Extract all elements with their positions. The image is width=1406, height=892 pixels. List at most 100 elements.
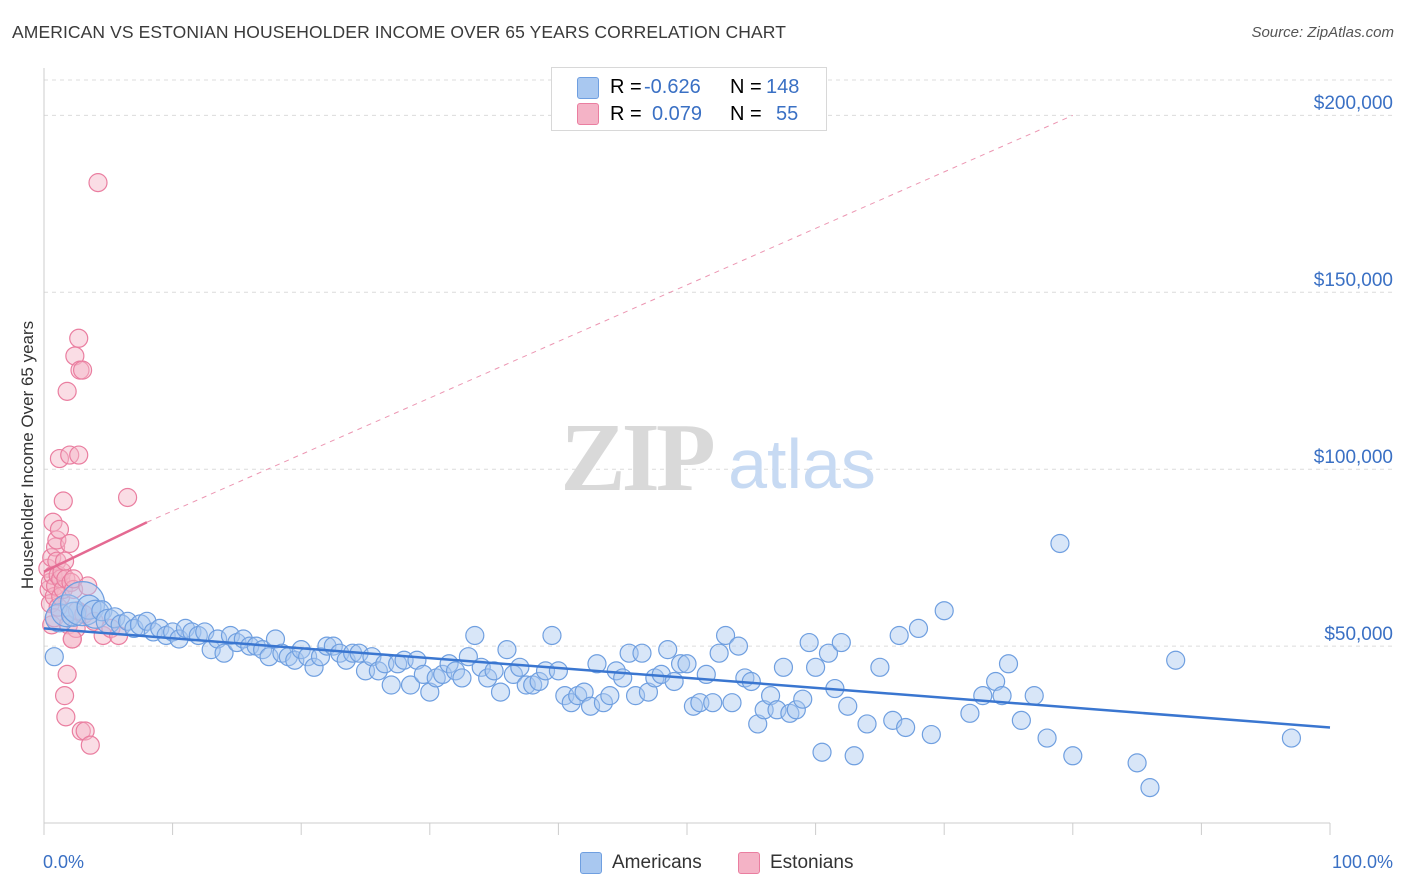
americans-point-142 xyxy=(1063,746,1083,766)
americans-point-130 xyxy=(908,618,929,639)
legend-n-label-americans: N = xyxy=(730,76,762,98)
americans-point-5 xyxy=(76,594,102,620)
x-tick-label-max: 100.0% xyxy=(1331,852,1393,872)
americans-point-141 xyxy=(1050,533,1070,554)
legend-n-value-estonians: 55 xyxy=(776,103,799,125)
series-legend: Americans Estonians xyxy=(0,852,1406,876)
estonians-point-34 xyxy=(63,579,84,600)
legend-r-value-americans: -0.626 xyxy=(644,76,701,98)
americans-point-41 xyxy=(310,647,331,667)
estonians-trendline xyxy=(43,521,148,573)
legend-r-value-estonians: 0.079 xyxy=(652,103,703,125)
watermark-zip: ZIP xyxy=(560,404,714,512)
legend-bottom-swatch-estonians xyxy=(738,852,760,874)
legend-swatch-americans xyxy=(577,77,599,99)
americans-point-123 xyxy=(838,696,858,716)
estonians-point-27 xyxy=(57,381,77,401)
americans-point-86 xyxy=(600,686,620,706)
americans-point-115 xyxy=(786,700,806,720)
americans-point-84 xyxy=(587,654,607,674)
americans-point-135 xyxy=(986,671,1006,692)
americans-point-143 xyxy=(1127,753,1147,773)
americans-point-72 xyxy=(510,657,530,677)
americans-point-55 xyxy=(400,675,421,695)
estonians-point-43 xyxy=(72,360,93,380)
americans-point-82 xyxy=(574,682,594,702)
estonians-trendline-extension xyxy=(146,114,1074,523)
estonians-point-40 xyxy=(69,445,89,465)
correlation-legend: R = -0.626 N = 148 R = 0.079 N = 55 xyxy=(551,67,827,131)
americans-point-117 xyxy=(799,632,819,653)
estonians-point-26 xyxy=(56,569,76,589)
americans-point-122 xyxy=(831,632,851,653)
americans-point-65 xyxy=(465,625,485,646)
americans-point-139 xyxy=(1024,686,1044,706)
y-tick-label-2: $150,000 xyxy=(1313,270,1393,292)
estonians-point-25 xyxy=(56,707,76,727)
americans-point-34 xyxy=(265,629,286,649)
y-tick-label-3: $200,000 xyxy=(1313,93,1393,115)
estonians-point-30 xyxy=(60,533,80,554)
americans-trendline xyxy=(43,627,1331,729)
americans-point-131 xyxy=(921,724,941,745)
americans-point-97 xyxy=(670,654,691,674)
trendlines xyxy=(43,114,1331,729)
americans-point-105 xyxy=(722,693,742,713)
legend-n-label-estonians: N = xyxy=(730,103,762,125)
americans-point-91 xyxy=(632,643,652,663)
americans-point-125 xyxy=(857,714,877,734)
watermark: ZIP atlas xyxy=(560,404,876,512)
americans-point-102 xyxy=(703,693,723,713)
legend-item-americans: Americans xyxy=(580,852,702,874)
americans-point-52 xyxy=(381,675,401,695)
americans-point-40 xyxy=(304,657,324,677)
estonians-points xyxy=(38,173,138,755)
americans-point-120 xyxy=(818,643,839,663)
americans-point-119 xyxy=(812,742,832,762)
americans-point-0 xyxy=(44,647,64,667)
estonians-point-39 xyxy=(69,328,89,348)
legend-item-estonians: Estonians xyxy=(738,852,853,874)
legend-bottom-label-estonians: Estonians xyxy=(770,852,854,873)
legend-r-label-americans: R = xyxy=(610,76,642,98)
estonians-point-16 xyxy=(49,519,70,539)
axes xyxy=(43,68,1331,835)
source-label: Source: ZipAtlas.com xyxy=(1251,24,1394,41)
americans-point-145 xyxy=(1166,650,1186,670)
americans-point-1 xyxy=(44,603,75,633)
estonians-point-22 xyxy=(53,491,73,511)
americans-point-96 xyxy=(664,671,684,692)
americans-point-106 xyxy=(728,636,749,656)
legend-bottom-swatch-americans xyxy=(580,852,602,874)
americans-point-124 xyxy=(844,746,864,766)
americans-point-75 xyxy=(529,671,549,692)
chart-title: AMERICAN VS ESTONIAN HOUSEHOLDER INCOME … xyxy=(12,22,787,42)
x-tick-label-min: 0.0% xyxy=(43,852,85,872)
americans-point-144 xyxy=(1140,778,1160,798)
americans-point-137 xyxy=(998,654,1019,674)
estonians-point-53 xyxy=(117,487,138,508)
legend-bottom-label-americans: Americans xyxy=(612,852,702,873)
legend-n-value-americans: 148 xyxy=(766,76,800,98)
americans-point-77 xyxy=(542,625,562,646)
americans-points xyxy=(44,533,1302,798)
grid-lines xyxy=(44,79,1392,647)
americans-point-26 xyxy=(214,643,234,663)
americans-point-140 xyxy=(1037,728,1057,748)
americans-point-118 xyxy=(805,657,826,677)
estonians-point-17 xyxy=(49,448,70,469)
americans-point-95 xyxy=(658,640,678,660)
americans-point-104 xyxy=(715,625,736,646)
estonians-point-47 xyxy=(80,735,100,755)
y-tick-label-0: $50,000 xyxy=(1324,624,1393,646)
estonians-point-49 xyxy=(88,173,108,193)
y-axis-label: Householder Income Over 65 years xyxy=(18,320,37,590)
americans-point-116 xyxy=(793,689,813,709)
watermark-atlas: atlas xyxy=(728,425,876,503)
americans-point-92 xyxy=(638,682,659,702)
americans-point-98 xyxy=(677,654,697,674)
americans-point-78 xyxy=(548,661,569,681)
americans-point-126 xyxy=(870,657,890,677)
americans-point-58 xyxy=(420,682,440,702)
